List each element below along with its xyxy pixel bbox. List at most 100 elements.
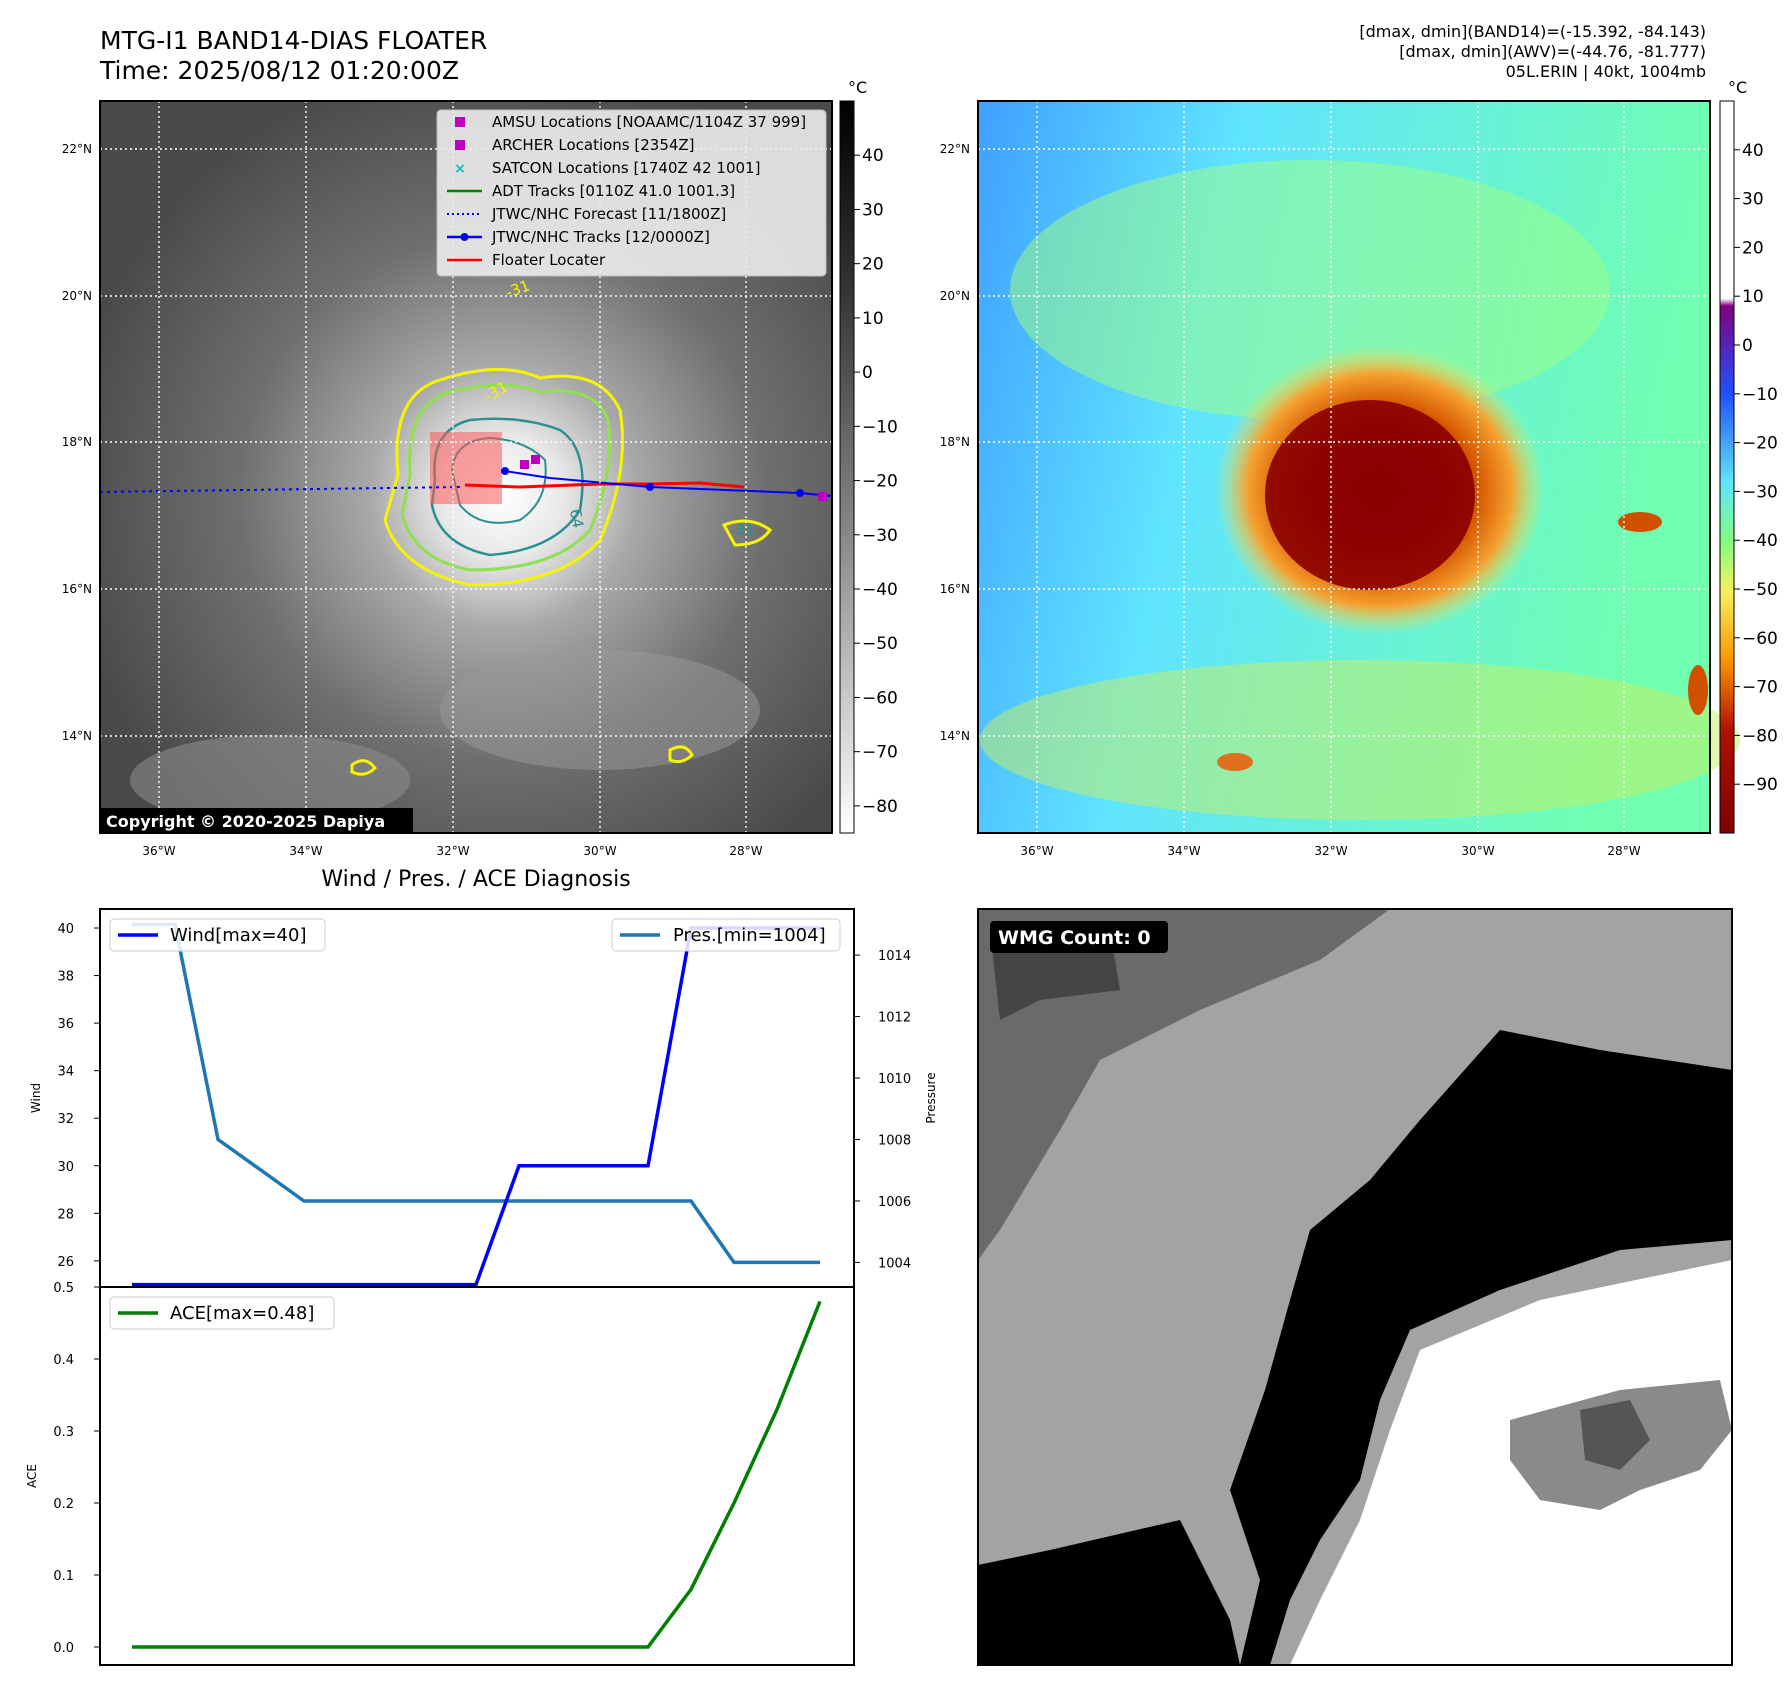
legend-marker: × bbox=[454, 161, 466, 177]
pressure-axis-tick-label: 1014 bbox=[878, 949, 911, 964]
lat-label: 18°N bbox=[940, 435, 970, 449]
legend-label: JTWC/NHC Tracks [12/0000Z] bbox=[491, 228, 710, 246]
wind-legend-box bbox=[109, 918, 326, 952]
awv-colorbar-unit: °C bbox=[1728, 78, 1747, 97]
contour-yellow bbox=[383, 367, 624, 587]
nhc-track-point bbox=[501, 467, 509, 475]
map-legend: AMSU Locations [NOAAMC/1104Z 37 999] ARCH… bbox=[436, 109, 827, 277]
wind-axis-label: Wind bbox=[29, 1083, 43, 1113]
stats-line-1: [dmax, dmin](BAND14)=(-15.392, -84.143) bbox=[1359, 22, 1706, 41]
awv-map-panel: 22°N 20°N 18°N 16°N 14°N 36°W 34°W 32°W … bbox=[940, 100, 1740, 858]
wmg-count-label: WMG Count: 0 bbox=[998, 927, 1151, 949]
figure-title: MTG-I1 BAND14-DIAS FLOATER Time: 2025/08… bbox=[100, 26, 487, 86]
ace-series-line bbox=[132, 1300, 822, 1649]
colorbar-tick-label: −60 bbox=[862, 688, 898, 708]
awv-storm-core bbox=[1265, 400, 1475, 590]
colorbar-tick-label: 0 bbox=[862, 363, 873, 383]
lon-label: 28°W bbox=[729, 844, 762, 858]
wind-pressure-chart: Wind Pressure 26 28 30 32 34 36 38 40 1004 1006 1… bbox=[29, 908, 938, 1288]
awv-colorbar: °C 40 30 20 10 0 −10 −20 −30 −40 −50 −60 −70 −80 −90 bbox=[1719, 78, 1778, 834]
colorbar-tick-label: 20 bbox=[1742, 238, 1764, 258]
wmg-count-badge bbox=[990, 921, 1168, 953]
contour-small bbox=[721, 519, 773, 547]
colorbar-tick-label: −20 bbox=[862, 472, 898, 492]
ace-axis-tick-label: 0.5 bbox=[53, 1281, 74, 1296]
wind-legend-label: Wind[max=40] bbox=[170, 925, 307, 946]
awv-cell bbox=[1618, 512, 1662, 532]
amsu-marker bbox=[818, 492, 827, 501]
legend-label: JTWC/NHC Forecast [11/1800Z] bbox=[491, 205, 726, 223]
awv-cell bbox=[1217, 753, 1253, 771]
lat-label: 16°N bbox=[62, 582, 92, 596]
wind-axis-tick-label: 34 bbox=[57, 1065, 74, 1080]
colorbar-tick-label: −60 bbox=[1742, 629, 1778, 649]
colorbar-tick-label: −10 bbox=[862, 417, 898, 437]
wind-axis-tick-label: 38 bbox=[57, 970, 74, 985]
contour-label: 64 bbox=[566, 508, 587, 530]
lon-label: 34°W bbox=[1167, 844, 1200, 858]
nhc-track-point bbox=[796, 489, 804, 497]
colorbar-tick-label: −70 bbox=[1742, 678, 1778, 698]
stats-line-3: 05L.ERIN | 40kt, 1004mb bbox=[1505, 62, 1706, 81]
ace-legend-box bbox=[109, 1296, 335, 1330]
copyright-bg bbox=[100, 808, 413, 834]
colorbar-tick-label: −70 bbox=[862, 743, 898, 763]
title-line-2: Time: 2025/08/12 01:20:00Z bbox=[100, 56, 459, 85]
pressure-legend-label: Pres.[min=1004] bbox=[673, 925, 826, 946]
ir-colorbar-bar bbox=[839, 100, 855, 834]
pressure-axis-tick-label: 1012 bbox=[878, 1011, 911, 1026]
ace-axis-tick-label: 0.3 bbox=[53, 1425, 74, 1440]
awv-moist-region bbox=[1010, 160, 1610, 420]
colorbar-tick-label: −80 bbox=[1742, 726, 1778, 746]
wmg-white-region bbox=[1290, 1260, 1732, 1665]
awv-frame bbox=[977, 100, 1711, 834]
wind-frame bbox=[99, 908, 855, 1288]
lat-label: 14°N bbox=[940, 729, 970, 743]
colorbar-tick-label: 10 bbox=[862, 309, 884, 329]
ir-frame bbox=[99, 100, 833, 834]
wind-axis-tick-label: 32 bbox=[57, 1112, 74, 1127]
lon-label: 34°W bbox=[289, 844, 322, 858]
wmg-frame bbox=[977, 908, 1733, 1666]
stats-line-2: [dmax, dmin](AWV)=(-44.76, -81.777) bbox=[1399, 42, 1706, 61]
figure-stats: [dmax, dmin](BAND14)=(-15.392, -84.143) … bbox=[1359, 22, 1706, 82]
ir-cloud-band bbox=[440, 650, 760, 770]
ir-map-panel: -31 -31 64 -31 22°N 20°N 18°N bbox=[62, 100, 833, 858]
wind-axis-tick-label: 26 bbox=[57, 1255, 74, 1270]
pressure-axis-label: Pressure bbox=[924, 1072, 938, 1123]
lon-label: 36°W bbox=[142, 844, 175, 858]
colorbar-tick-label: −30 bbox=[1742, 482, 1778, 502]
legend-label: ADT Tracks [0110Z 41.0 1001.3] bbox=[492, 182, 735, 200]
wmg-dark-region bbox=[978, 909, 1390, 1260]
awv-gridlines bbox=[978, 101, 1710, 833]
colorbar-tick-label: −90 bbox=[1742, 775, 1778, 795]
pressure-axis-tick-label: 1010 bbox=[878, 1072, 911, 1087]
colorbar-tick-label: 40 bbox=[1742, 141, 1764, 161]
ace-axis-tick-label: 0.2 bbox=[53, 1497, 74, 1512]
pressure-axis-tick-label: 1006 bbox=[878, 1195, 911, 1210]
ace-frame bbox=[99, 1286, 855, 1666]
wmg-black-band bbox=[978, 1030, 1732, 1665]
archer-marker bbox=[520, 460, 529, 469]
colorbar-tick-label: −40 bbox=[862, 580, 898, 600]
legend-marker bbox=[455, 140, 465, 150]
lat-label: 14°N bbox=[62, 729, 92, 743]
pressure-series-line bbox=[132, 922, 820, 1265]
ace-chart: ACE 0.0 0.1 0.2 0.3 0.4 0.5 ACE[max=0.48] bbox=[25, 1281, 855, 1666]
colorbar-tick-label: 0 bbox=[1742, 336, 1753, 356]
contour-small bbox=[668, 745, 694, 764]
pressure-axis-tick-label: 1008 bbox=[878, 1133, 911, 1148]
lat-label: 16°N bbox=[940, 582, 970, 596]
lat-label: 22°N bbox=[62, 142, 92, 156]
legend-box bbox=[436, 109, 827, 277]
lat-label: 22°N bbox=[940, 142, 970, 156]
legend-label: SATCON Locations [1740Z 42 1001] bbox=[492, 159, 760, 177]
colorbar-tick-label: 30 bbox=[862, 200, 884, 220]
lat-label: 18°N bbox=[62, 435, 92, 449]
awv-colorbar-bar bbox=[1719, 100, 1735, 834]
legend-label: Floater Locater bbox=[492, 251, 606, 269]
colorbar-tick-label: −20 bbox=[1742, 434, 1778, 454]
ace-legend-label: ACE[max=0.48] bbox=[170, 1303, 314, 1324]
colorbar-tick-label: −50 bbox=[862, 634, 898, 654]
